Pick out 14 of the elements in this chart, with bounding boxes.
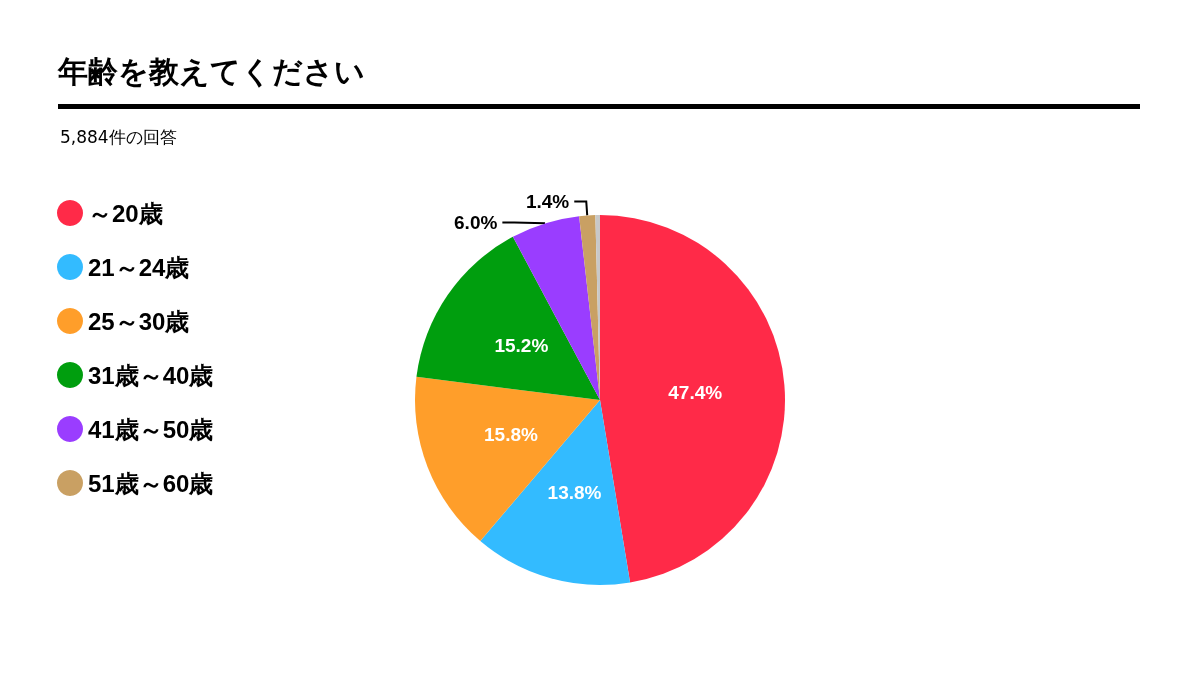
legend-label: ～20歳 bbox=[88, 199, 163, 227]
chart-title: 年齢を教えてください bbox=[58, 52, 1140, 109]
legend-label: 51歳～60歳 bbox=[88, 469, 214, 497]
chart-subtitle: 5,884件の回答 bbox=[60, 126, 177, 149]
data-label: 13.8% bbox=[547, 481, 602, 503]
legend-label: 41歳～50歳 bbox=[88, 415, 214, 443]
legend-label: 25～30歳 bbox=[88, 307, 190, 335]
data-label: 1.4% bbox=[525, 190, 570, 212]
legend-label: 31歳～40歳 bbox=[88, 361, 214, 389]
data-label: 15.2% bbox=[494, 335, 549, 357]
data-label: 6.0% bbox=[454, 211, 498, 233]
data-label: 47.4% bbox=[668, 381, 723, 403]
data-label: 15.8% bbox=[484, 424, 539, 446]
legend-label: 21～24歳 bbox=[88, 253, 190, 281]
